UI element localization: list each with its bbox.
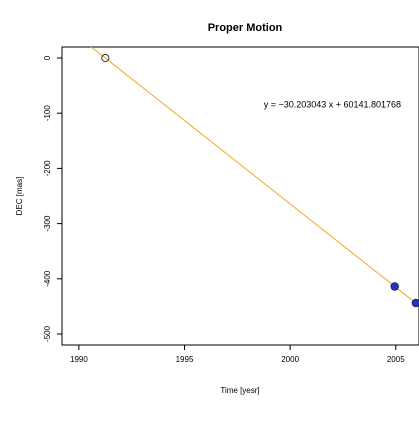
chart-title: Proper Motion bbox=[208, 22, 283, 34]
data-point bbox=[101, 53, 110, 63]
y-tick-label: -300 bbox=[43, 215, 52, 232]
y-tick-label: -100 bbox=[43, 105, 52, 122]
plot-area bbox=[90, 47, 419, 308]
y-tick-label: -500 bbox=[43, 325, 52, 342]
data-point bbox=[390, 282, 399, 291]
y-tick-label: -200 bbox=[43, 160, 52, 177]
x-axis-label: Time [yesr] bbox=[220, 386, 259, 395]
x-axis: 1990 1995 2000 2005 bbox=[70, 345, 405, 364]
fit-line bbox=[90, 47, 419, 306]
y-tick-label: -400 bbox=[43, 270, 52, 287]
x-tick-label: 2005 bbox=[387, 355, 405, 364]
y-tick-label: 0 bbox=[43, 55, 52, 60]
x-tick-label: 1990 bbox=[70, 355, 88, 364]
x-tick-label: 2000 bbox=[281, 355, 299, 364]
data-point bbox=[411, 298, 419, 308]
y-axis-label: DEC [mas] bbox=[15, 177, 24, 216]
plot-frame bbox=[61, 46, 419, 346]
x-tick-label: 1995 bbox=[176, 355, 194, 364]
y-axis: 0 -100 -200 -300 -400 -500 bbox=[43, 55, 62, 342]
fit-equation-label: y = −30.203043 x + 60141.801768 bbox=[264, 100, 401, 110]
